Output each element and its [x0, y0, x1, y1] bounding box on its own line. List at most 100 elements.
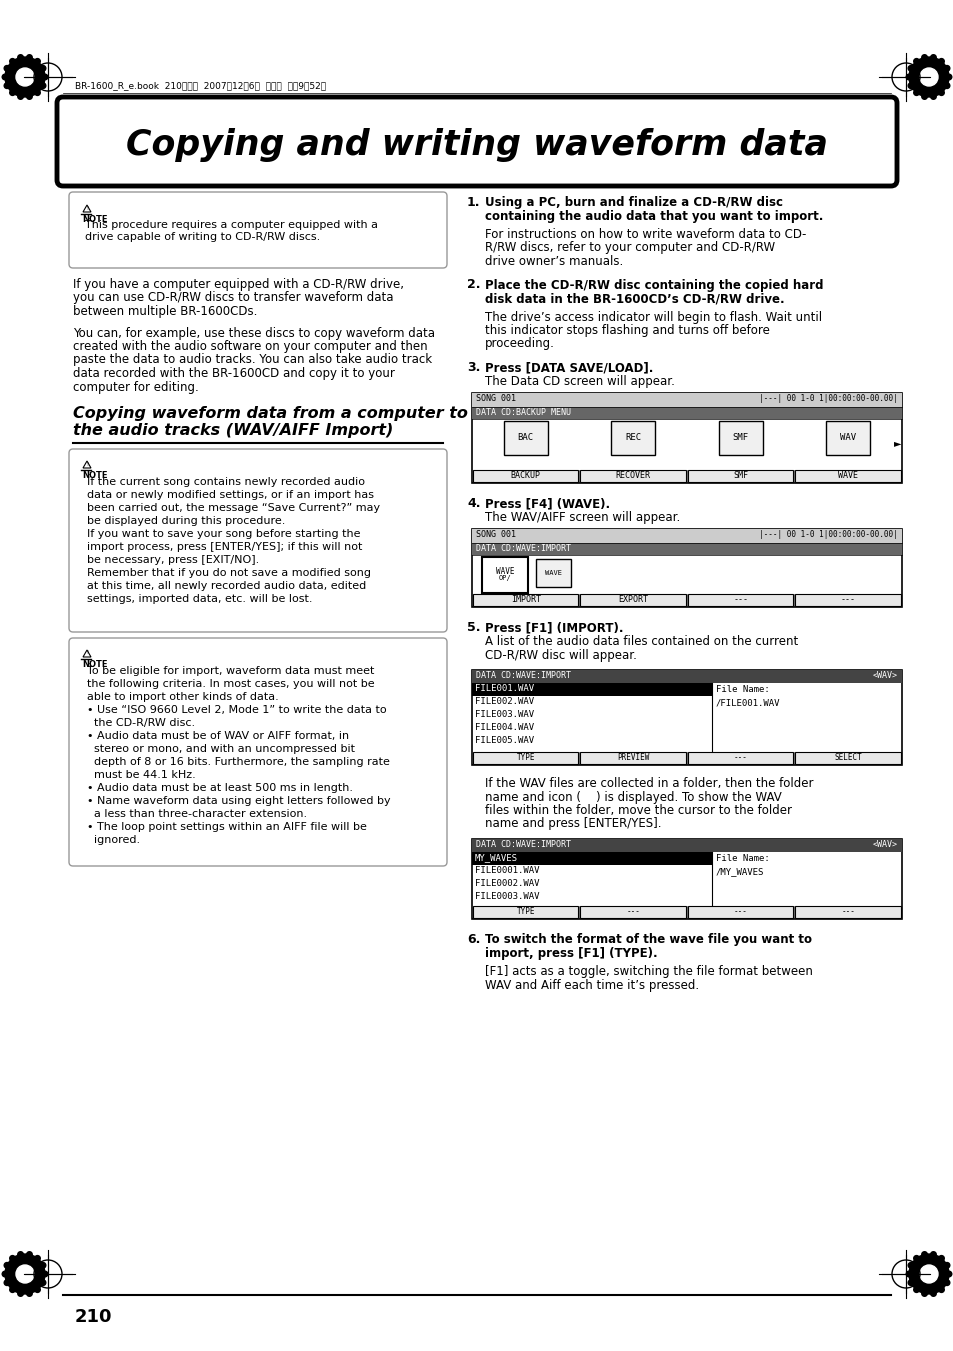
Text: If you have a computer equipped with a CD-R/RW drive,: If you have a computer equipped with a C… [73, 278, 403, 290]
Text: DATA CD:WAVE:IMPORT: DATA CD:WAVE:IMPORT [476, 840, 571, 848]
Bar [795, 907, 900, 917]
Text: R/RW discs, refer to your computer and CD-R/RW: R/RW discs, refer to your computer and C… [484, 242, 774, 254]
Text: between multiple BR-1600CDs.: between multiple BR-1600CDs. [73, 305, 257, 317]
Bar [579, 753, 685, 765]
Circle shape [5, 57, 45, 97]
Text: WAVE: WAVE [838, 471, 858, 481]
Text: files within the folder, move the cursor to the folder: files within the folder, move the cursor… [484, 804, 791, 817]
Text: To switch the format of the wave file you want to: To switch the format of the wave file yo… [484, 934, 811, 946]
Circle shape [921, 54, 926, 61]
Text: This procedure requires a computer equipped with a: This procedure requires a computer equip… [85, 220, 377, 230]
Text: • Audio data must be of WAV or AIFF format, in: • Audio data must be of WAV or AIFF form… [87, 731, 349, 740]
Circle shape [907, 1263, 913, 1269]
Bar [579, 907, 685, 917]
Circle shape [908, 57, 948, 97]
Circle shape [27, 1290, 32, 1297]
Circle shape [40, 1263, 46, 1269]
Text: proceeding.: proceeding. [484, 338, 555, 350]
Bar [472, 670, 901, 765]
Bar [473, 907, 578, 917]
Circle shape [18, 93, 23, 100]
Text: data or newly modified settings, or if an import has: data or newly modified settings, or if a… [87, 490, 374, 500]
Text: To be eligible for import, waveform data must meet: To be eligible for import, waveform data… [87, 666, 374, 676]
Text: 3.: 3. [467, 361, 480, 374]
Circle shape [905, 74, 911, 80]
Circle shape [27, 93, 32, 100]
Bar [503, 422, 547, 455]
Circle shape [16, 68, 34, 86]
Circle shape [913, 58, 919, 63]
Text: WAV and Aiff each time it’s pressed.: WAV and Aiff each time it’s pressed. [484, 978, 699, 992]
Circle shape [930, 54, 935, 61]
FancyBboxPatch shape [57, 97, 896, 186]
Circle shape [18, 1290, 23, 1297]
Circle shape [938, 1255, 943, 1262]
Bar [472, 393, 901, 407]
Circle shape [10, 1288, 15, 1293]
Text: 2.: 2. [467, 278, 480, 292]
Circle shape [938, 1288, 943, 1293]
Text: import, press [F1] (TYPE).: import, press [F1] (TYPE). [484, 947, 657, 961]
FancyBboxPatch shape [69, 638, 447, 866]
Bar [472, 670, 901, 684]
Text: !: ! [86, 650, 88, 655]
Text: CD-R/RW disc will appear.: CD-R/RW disc will appear. [484, 648, 637, 662]
Circle shape [10, 89, 15, 96]
Circle shape [40, 82, 46, 88]
Text: FILE0003.WAV: FILE0003.WAV [475, 892, 539, 901]
Text: depth of 8 or 16 bits. Furthermore, the sampling rate: depth of 8 or 16 bits. Furthermore, the … [87, 757, 390, 767]
Circle shape [913, 89, 919, 96]
Text: be displayed during this procedure.: be displayed during this procedure. [87, 516, 285, 526]
Circle shape [907, 1279, 913, 1286]
Circle shape [16, 1265, 34, 1283]
Text: MY_WAVES: MY_WAVES [475, 852, 517, 862]
Text: SELECT: SELECT [834, 754, 862, 762]
Circle shape [5, 1254, 45, 1294]
Text: a less than three-character extension.: a less than three-character extension. [87, 809, 307, 819]
Circle shape [930, 1251, 935, 1258]
Circle shape [919, 68, 937, 86]
Text: |---| 00 1-0 1|00:00:00-00.00|: |---| 00 1-0 1|00:00:00-00.00| [759, 530, 897, 539]
Text: REC: REC [624, 434, 640, 443]
Text: Remember that if you do not save a modified song: Remember that if you do not save a modif… [87, 567, 371, 578]
Text: FILE004.WAV: FILE004.WAV [475, 723, 534, 732]
Text: at this time, all newly recorded audio data, edited: at this time, all newly recorded audio d… [87, 581, 366, 590]
Bar [611, 422, 655, 455]
Text: able to import other kinds of data.: able to import other kinds of data. [87, 692, 278, 703]
Circle shape [938, 89, 943, 96]
Text: |---| 00 1-0 1|00:00:00-00.00|: |---| 00 1-0 1|00:00:00-00.00| [759, 394, 897, 403]
Text: 210: 210 [75, 1308, 112, 1325]
Text: File Name:: File Name: [716, 685, 769, 694]
Text: ---: --- [841, 908, 854, 916]
Text: OP/: OP/ [498, 576, 511, 581]
Circle shape [18, 54, 23, 61]
Circle shape [930, 93, 935, 100]
Circle shape [943, 1263, 949, 1269]
Text: If the WAV files are collected in a folder, then the folder: If the WAV files are collected in a fold… [484, 777, 813, 790]
Text: BAC: BAC [517, 434, 534, 443]
Text: the CD-R/RW disc.: the CD-R/RW disc. [87, 717, 195, 728]
Circle shape [905, 1271, 911, 1277]
FancyBboxPatch shape [69, 192, 447, 267]
Circle shape [913, 1255, 919, 1262]
Bar [473, 594, 578, 607]
Text: the audio tracks (WAV/AIFF Import): the audio tracks (WAV/AIFF Import) [73, 423, 393, 438]
Text: <WAV>: <WAV> [872, 671, 897, 680]
Text: <WAV>: <WAV> [872, 840, 897, 848]
Circle shape [943, 65, 949, 72]
Circle shape [908, 1254, 948, 1294]
Bar [795, 470, 900, 482]
Text: 1.: 1. [467, 196, 480, 209]
Bar [472, 839, 901, 852]
Text: containing the audio data that you want to import.: containing the audio data that you want … [484, 209, 822, 223]
Circle shape [921, 1251, 926, 1258]
Text: NOTE: NOTE [82, 215, 108, 224]
Text: RECOVER: RECOVER [615, 471, 650, 481]
Bar [472, 530, 901, 607]
Text: NOTE: NOTE [82, 471, 108, 480]
Text: WAV: WAV [840, 434, 856, 443]
Circle shape [907, 65, 913, 72]
Text: FILE002.WAV: FILE002.WAV [475, 697, 534, 707]
Text: WAVE: WAVE [496, 567, 514, 576]
Text: name and icon (    ) is displayed. To show the WAV: name and icon ( ) is displayed. To show … [484, 790, 781, 804]
